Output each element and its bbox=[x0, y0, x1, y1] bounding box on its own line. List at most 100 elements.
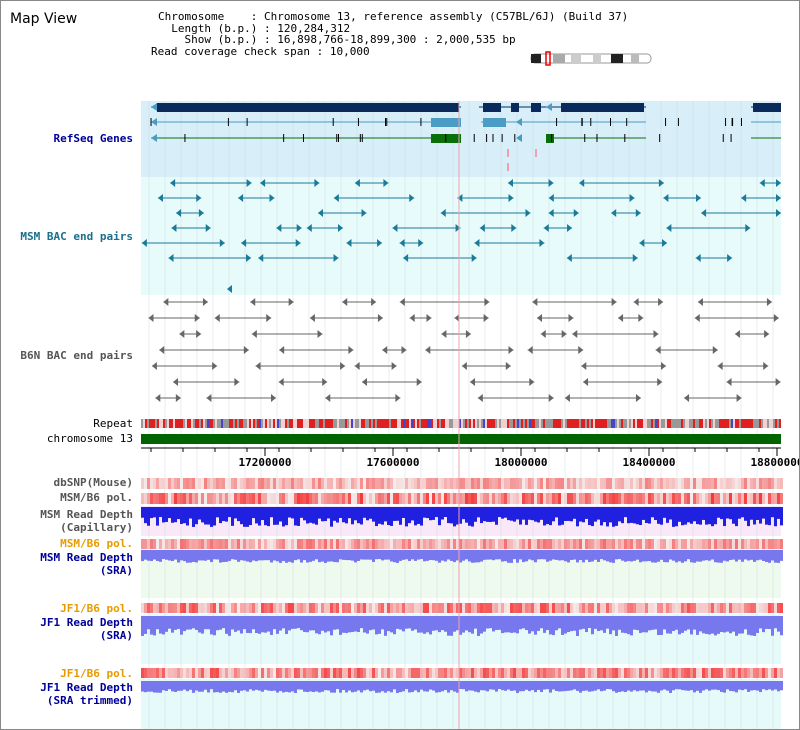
depth-bar bbox=[516, 550, 519, 563]
heat-cell bbox=[459, 603, 462, 613]
heat-cell bbox=[408, 539, 411, 549]
depth-bar bbox=[597, 616, 600, 631]
repeat-element bbox=[651, 419, 653, 428]
repeat-element bbox=[415, 419, 417, 428]
depth-bar bbox=[450, 681, 453, 691]
heat-cell bbox=[144, 603, 147, 613]
repeat-element bbox=[755, 419, 757, 428]
depth-bar bbox=[537, 681, 540, 690]
depth-bar bbox=[492, 616, 495, 632]
heat-cell bbox=[636, 603, 639, 613]
depth-bar bbox=[363, 616, 366, 633]
track-label-jf1-depth-sra[interactable]: JF1 Read Depth bbox=[40, 616, 133, 629]
bac-end-marker bbox=[441, 330, 447, 338]
depth-bar bbox=[696, 616, 699, 635]
track-label-msm-b6-pol-2[interactable]: MSM/B6 pol. bbox=[60, 537, 133, 550]
heat-cell bbox=[279, 668, 282, 678]
refseq-gene-track[interactable] bbox=[150, 103, 781, 171]
heat-cell bbox=[285, 478, 288, 489]
heat-cell bbox=[282, 668, 285, 678]
depth-bar bbox=[267, 681, 270, 691]
depth-bar bbox=[258, 507, 261, 526]
depth-bar bbox=[588, 507, 591, 526]
track-label-jf1-b6-pol[interactable]: JF1/B6 pol. bbox=[60, 602, 133, 615]
heat-cell bbox=[315, 539, 318, 549]
heat-cell bbox=[651, 478, 654, 489]
heat-cell bbox=[738, 668, 741, 678]
gene-arrow bbox=[516, 134, 522, 142]
depth-bar bbox=[195, 681, 198, 691]
bac-end-marker bbox=[317, 330, 323, 338]
heat-cell bbox=[780, 493, 783, 504]
heat-cell bbox=[435, 668, 438, 678]
heat-cell bbox=[543, 478, 546, 489]
length-value: 120,284,312 bbox=[277, 21, 351, 35]
heat-cell bbox=[582, 493, 585, 504]
heat-cell bbox=[552, 493, 555, 504]
track-label-msm-depth-capillary[interactable]: MSM Read Depth bbox=[40, 508, 133, 521]
repeat-element bbox=[471, 419, 473, 428]
heat-cell bbox=[708, 493, 711, 504]
depth-bar bbox=[765, 550, 768, 562]
depth-bar bbox=[357, 616, 360, 633]
heat-cell bbox=[708, 478, 711, 489]
depth-bar bbox=[531, 616, 534, 632]
track-label-jf1-b6-pol-2[interactable]: JF1/B6 pol. bbox=[60, 667, 133, 680]
heat-cell bbox=[771, 603, 774, 613]
bac-end-marker bbox=[333, 194, 339, 202]
depth-bar bbox=[486, 616, 489, 629]
heat-cell bbox=[558, 493, 561, 504]
depth-bar bbox=[564, 616, 567, 634]
heat-cell bbox=[366, 539, 369, 549]
repeat-element bbox=[365, 419, 367, 428]
heat-cell bbox=[345, 603, 348, 613]
depth-bar bbox=[411, 616, 414, 631]
repeat-element bbox=[717, 419, 719, 428]
depth-bar bbox=[207, 681, 210, 693]
depth-bar bbox=[258, 616, 261, 634]
track-label-refseq[interactable]: RefSeq Genes bbox=[53, 132, 133, 145]
track-label-msm-b6-pol[interactable]: MSM/B6 pol. bbox=[60, 491, 133, 504]
heat-cell bbox=[264, 493, 267, 504]
track-label-jf1-depth-trimmed[interactable]: JF1 Read Depth bbox=[40, 681, 133, 694]
depth-bar bbox=[297, 507, 300, 526]
track-label-dbsnp[interactable]: dbSNP(Mouse) bbox=[53, 476, 133, 489]
chromosome-ideogram[interactable] bbox=[530, 51, 652, 66]
bac-end-marker bbox=[227, 285, 232, 293]
heat-cell bbox=[420, 539, 423, 549]
bac-end-pair-tracks[interactable] bbox=[141, 179, 781, 402]
heat-cell bbox=[696, 539, 699, 549]
heat-cell bbox=[570, 668, 573, 678]
repeat-element bbox=[709, 419, 711, 428]
depth-bar bbox=[588, 681, 591, 692]
depth-bar bbox=[777, 507, 780, 519]
heat-cell bbox=[192, 668, 195, 678]
heat-cell bbox=[504, 668, 507, 678]
track-label-msm-depth-sra[interactable]: MSM Read Depth bbox=[40, 551, 133, 564]
heat-cell bbox=[315, 603, 318, 613]
depth-bar bbox=[702, 681, 705, 691]
heat-cell bbox=[483, 478, 486, 489]
heat-cell bbox=[354, 603, 357, 613]
heat-cell bbox=[435, 603, 438, 613]
depth-bar bbox=[438, 616, 441, 633]
depth-bar bbox=[630, 681, 633, 692]
repeat-element bbox=[441, 419, 443, 428]
track-label-msm-bac[interactable]: MSM BAC end pairs bbox=[20, 230, 133, 243]
depth-bar bbox=[738, 507, 741, 519]
depth-bar bbox=[564, 507, 567, 522]
heat-cell bbox=[624, 668, 627, 678]
heat-cell bbox=[711, 539, 714, 549]
heat-cell bbox=[252, 539, 255, 549]
depth-bar bbox=[171, 681, 174, 692]
track-label-b6n-bac[interactable]: B6N BAC end pairs bbox=[20, 349, 133, 362]
repeat-element bbox=[617, 419, 619, 428]
depth-bar bbox=[564, 681, 567, 692]
depth-bar bbox=[639, 616, 642, 633]
heat-cell bbox=[570, 493, 573, 504]
heat-cell bbox=[732, 478, 735, 489]
depth-bar bbox=[195, 550, 198, 563]
heat-cell bbox=[759, 493, 762, 504]
depth-bar bbox=[501, 550, 504, 562]
heat-cell bbox=[345, 539, 348, 549]
